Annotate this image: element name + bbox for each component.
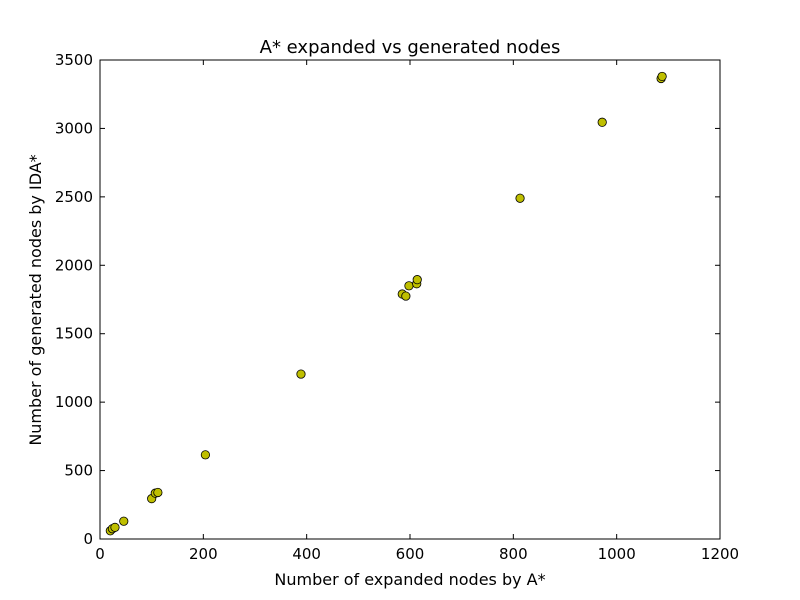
x-tick-label: 1000: [598, 545, 636, 563]
x-tick-label: 800: [499, 545, 528, 563]
data-point: [404, 281, 414, 291]
x-axis-ticks: 0 200 400 600 800 1000 1200: [95, 60, 739, 563]
data-point: [597, 117, 607, 127]
y-tick-label: 500: [64, 462, 93, 480]
data-point: [110, 522, 120, 532]
y-tick-label: 1500: [55, 325, 93, 343]
y-tick-label: 3500: [55, 51, 93, 69]
data-point: [119, 516, 129, 526]
data-point: [515, 193, 525, 203]
data-point: [200, 450, 210, 460]
chart-title: A* expanded vs generated nodes: [260, 37, 561, 58]
x-tick-label: 1200: [701, 545, 739, 563]
data-point: [401, 291, 411, 301]
y-tick-label: 2000: [55, 256, 93, 274]
x-tick-label: 200: [189, 545, 218, 563]
data-point: [657, 71, 667, 82]
y-tick-label: 2500: [55, 188, 93, 206]
y-tick-label: 3000: [55, 119, 93, 137]
y-tick-label: 1000: [55, 393, 93, 411]
plot-frame: [99, 59, 721, 540]
y-axis-ticks: 0 500 1000 1500 2000 2500 3000 3500: [55, 51, 720, 548]
x-tick-label: 600: [396, 545, 425, 563]
data-point: [153, 487, 163, 498]
data-point: [412, 275, 422, 285]
x-tick-label: 0: [95, 545, 105, 563]
y-tick-label: 0: [83, 530, 93, 548]
x-axis-label: Number of expanded nodes by A*: [274, 570, 545, 589]
x-tick-label: 400: [292, 545, 321, 563]
data-point: [296, 369, 306, 379]
data-points: [105, 71, 667, 536]
y-axis-label: Number of generated nodes by IDA*: [26, 154, 45, 445]
